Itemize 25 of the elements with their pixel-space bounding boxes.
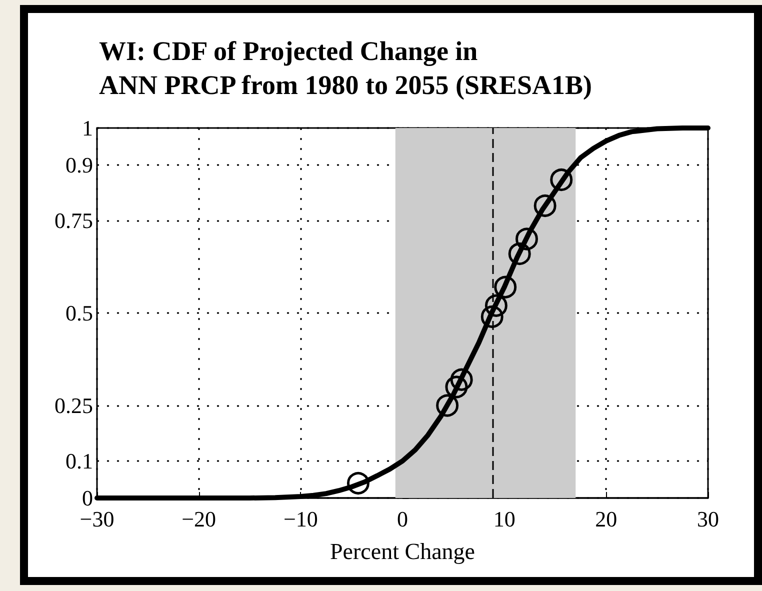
chart-title: WI: CDF of Projected Change in ANN PRCP from 1980 to 2055 (SRESA1B) [99,36,592,100]
x-tick-label: 30 [697,506,719,532]
point [346,472,370,494]
point [494,276,517,298]
y-tick-label: 0.5 [66,300,93,326]
y-tick-label: 1 [82,116,93,140]
point [480,305,504,328]
point [445,376,468,398]
point [436,394,459,417]
point [508,242,531,266]
x-tick-label: −10 [283,506,318,532]
y-tick-label: 0.75 [54,208,93,233]
x-axis-title: Percent Change [330,539,475,564]
point [450,368,473,391]
x-tick-label: 20 [595,506,618,532]
x-tick-label: 10 [493,506,516,532]
y-tick-label: 0.9 [66,152,93,178]
y-tick-label: 0.25 [54,393,93,418]
point [516,228,538,250]
x-tick-label: −20 [182,506,216,532]
y-tick-label: 0.1 [66,448,93,474]
point [534,194,556,217]
point [484,294,508,317]
point [550,168,573,192]
x-tick-label: 0 [397,506,408,532]
